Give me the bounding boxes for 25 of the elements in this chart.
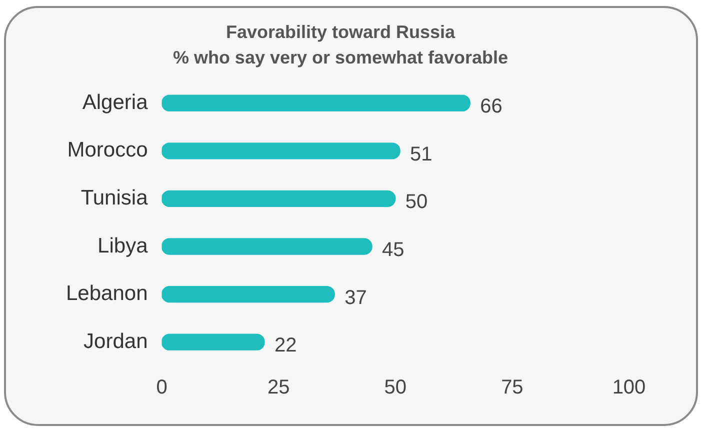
x-tick-label: 75 [501, 376, 524, 399]
chart-subtitle: % who say very or somewhat favorable [172, 47, 508, 68]
data-label: 66 [480, 96, 502, 118]
bar [162, 190, 396, 208]
bar [162, 286, 335, 303]
data-label: 50 [405, 191, 428, 214]
bar [162, 238, 372, 255]
data-label: 51 [410, 143, 432, 166]
y-tick-label: Libya [98, 234, 148, 258]
x-tick-label: 50 [384, 376, 406, 399]
bar [162, 94, 470, 112]
data-label: 22 [274, 334, 297, 357]
y-tick-label: Algeria [82, 90, 148, 114]
y-tick-label: Lebanon [66, 282, 148, 306]
x-tick-label: 0 [156, 376, 168, 399]
y-tick-label: Morocco [67, 138, 148, 162]
x-tick-label: 100 [612, 376, 646, 399]
x-tick-label: 25 [267, 376, 290, 399]
bar [162, 334, 265, 350]
chart-title: Favorability toward Russia [226, 22, 456, 42]
data-label: 37 [344, 286, 367, 309]
y-tick-label: Tunisia [80, 186, 148, 210]
bar [162, 142, 400, 160]
data-label: 45 [382, 239, 404, 262]
y-tick-label: Jordan [84, 330, 148, 353]
